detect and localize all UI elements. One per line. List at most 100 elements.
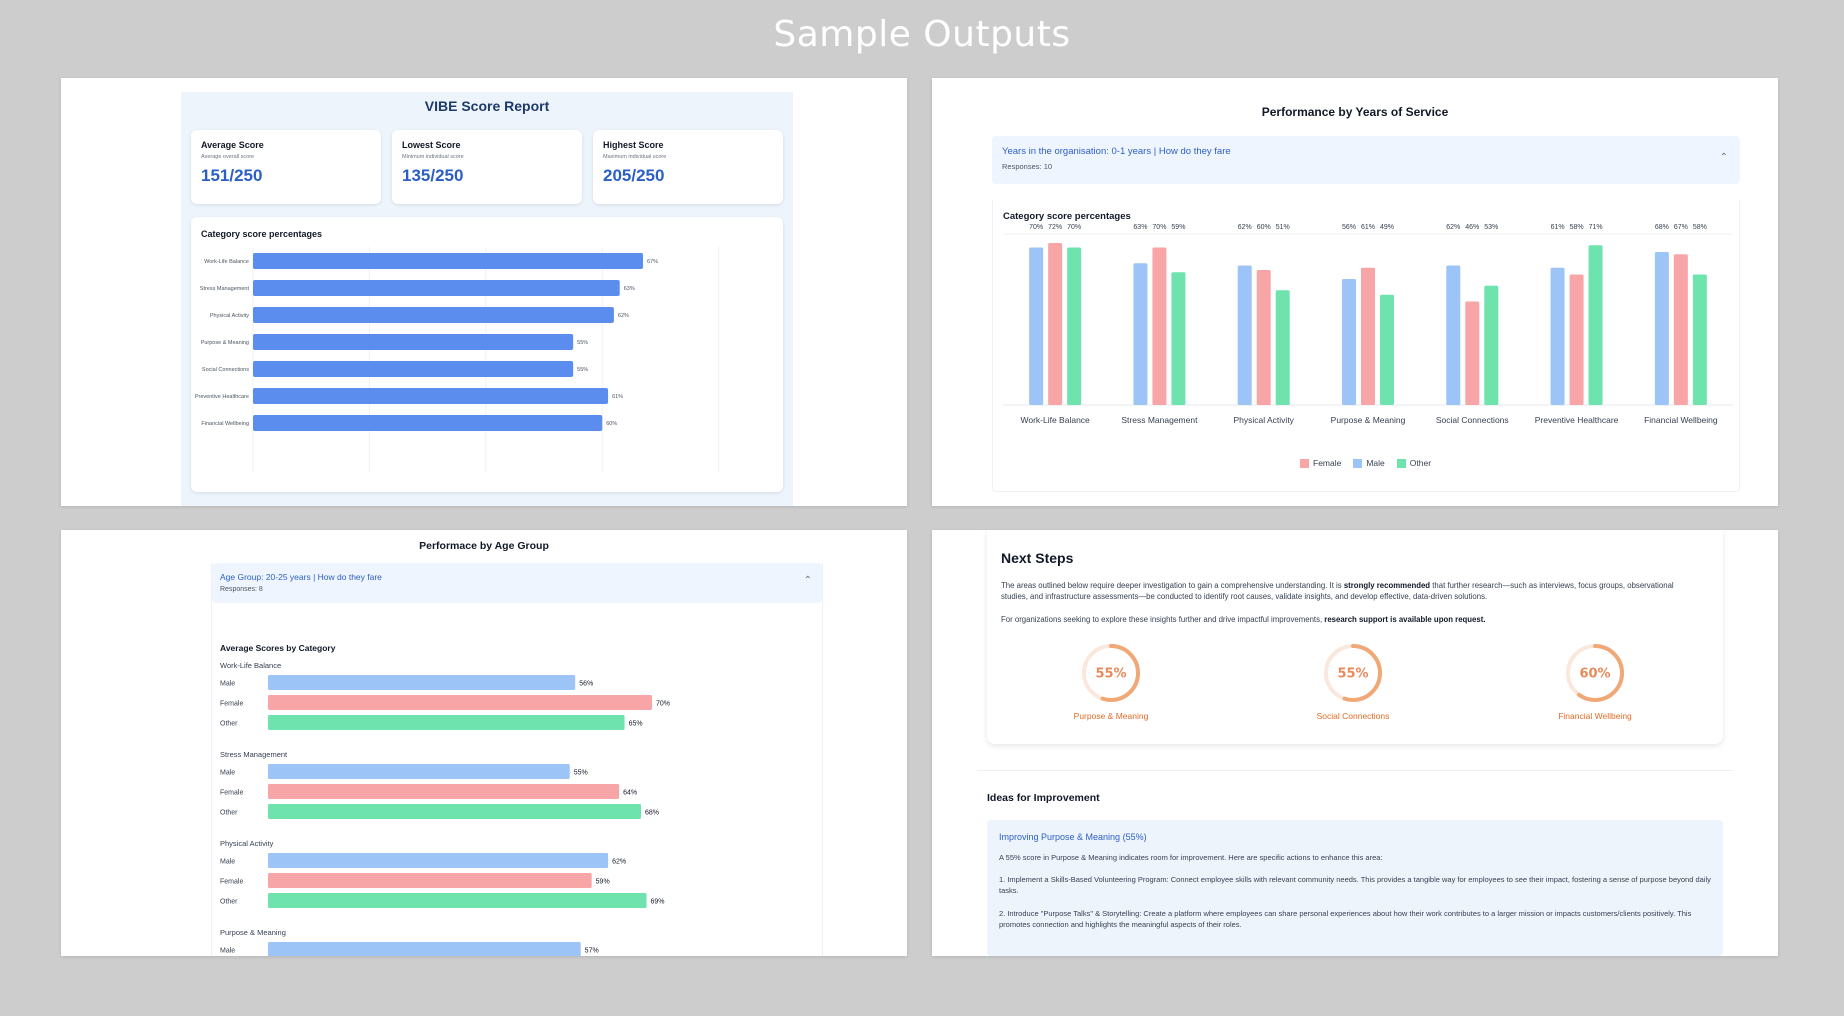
- legend-swatch: [1396, 458, 1406, 468]
- bar-other: [268, 804, 642, 819]
- category-label: Work-Life Balance: [220, 661, 281, 670]
- series-label: Female: [220, 879, 243, 886]
- bar-other: [1171, 272, 1186, 405]
- data-label: 59%: [596, 879, 610, 886]
- score-card-subtitle: Average overall score: [201, 154, 255, 160]
- score-card-value: 151/250: [201, 166, 263, 185]
- legend-item-other: Other: [1396, 458, 1431, 468]
- focus-area-label: Social Connections: [1316, 711, 1390, 721]
- chevron-up-icon[interactable]: ⌃: [1719, 152, 1728, 163]
- tick-label: Social Connections: [1436, 415, 1509, 425]
- bar-other: [1588, 245, 1603, 405]
- years-accordion-header[interactable]: Years in the organisation: 0-1 years | H…: [992, 136, 1740, 184]
- ideas-intro: A 55% score in Purpose & Meaning indicat…: [999, 853, 1383, 862]
- tick-label: Stress Management: [1121, 415, 1198, 425]
- progress-ring: 60%: [1566, 644, 1624, 702]
- data-label: 65%: [629, 721, 643, 728]
- data-label: 49%: [1380, 224, 1394, 231]
- bar-female: [268, 873, 592, 888]
- tick-label: Work-Life Balance: [1020, 415, 1090, 425]
- category-score-card: Work-Life Balance 67% Stress Management 63%…: [191, 217, 783, 492]
- years-report-panel: Performance by Years of Service Years in…: [932, 78, 1778, 506]
- accordion-title: Age Group: 20-25 years | How do they far…: [220, 572, 382, 582]
- data-label: 64%: [623, 790, 637, 797]
- data-label: 63%: [624, 286, 635, 292]
- bar-male: [1237, 265, 1252, 405]
- idea-item: 1. Implement a Skills-Based Volunteering…: [999, 875, 1711, 895]
- text: that further research—such as interviews…: [1001, 581, 1674, 601]
- series-label: Male: [220, 948, 235, 955]
- ideas-title: Ideas for Improvement: [987, 792, 1100, 804]
- score-card-title: Lowest Score: [402, 140, 461, 150]
- data-label: 61%: [612, 394, 623, 400]
- series-label: Female: [220, 790, 243, 797]
- tick-label: Physical Activity: [210, 313, 249, 319]
- tick-label: Financial Wellbeing: [201, 421, 249, 427]
- bar-other: [268, 715, 625, 730]
- emphasis-text: research support is available upon reque…: [1324, 615, 1486, 624]
- text: The areas outlined below require deeper …: [1001, 581, 1344, 590]
- category-score-chart: Work-Life Balance 67% Stress Management 63%…: [195, 247, 720, 472]
- bar-male: [1446, 265, 1461, 405]
- legend-swatch: [1300, 458, 1309, 468]
- data-label: 70%: [1067, 224, 1081, 231]
- years-chart-title: Category score percentages: [1003, 211, 1131, 222]
- emphasis-text: strongly recommended: [1343, 581, 1431, 590]
- next-steps-paragraph: The areas outlined below require deeper …: [1001, 580, 1701, 602]
- data-label: 62%: [1446, 224, 1460, 231]
- series-label: Other: [220, 899, 238, 906]
- data-label: 61%: [1361, 224, 1375, 231]
- age-accordion-header[interactable]: Age Group: 20-25 years | How do they far…: [212, 563, 822, 603]
- ideas-box: Improving Purpose & Meaning (55%) A 55% …: [987, 820, 1723, 956]
- data-label: 58%: [1570, 224, 1584, 231]
- ring-value: 55%: [1337, 667, 1368, 682]
- data-label: 58%: [1693, 224, 1707, 231]
- data-label: 60%: [606, 421, 617, 427]
- ring-progress: [1566, 644, 1624, 702]
- age-report-title: Performace by Age Group: [419, 540, 549, 552]
- data-label: 68%: [1655, 224, 1669, 231]
- accordion-responses: Responses: 8: [220, 586, 263, 593]
- bar-male: [268, 764, 570, 779]
- series-label: Female: [220, 701, 243, 708]
- tick-label: Preventive Healthcare: [1535, 415, 1619, 425]
- bar-female: [1256, 270, 1271, 405]
- tick-label: Preventive Healthcare: [195, 394, 249, 400]
- age-report-panel: Performace by Age Group Age Group: 20-25…: [61, 530, 907, 956]
- ring-progress: [1082, 644, 1140, 702]
- ring-progress: [1324, 644, 1382, 702]
- years-bar-chart: 70% 72% 70% Work-Life Balance 63% 70% 59% Stres…: [1003, 224, 1733, 425]
- bar: [253, 361, 574, 377]
- data-label: 55%: [577, 367, 588, 373]
- data-label: 69%: [651, 899, 665, 906]
- next-steps-panel: Next Steps The areas outlined below requ…: [932, 530, 1778, 956]
- bar-female: [1361, 267, 1375, 405]
- tick-label: Social Connections: [202, 367, 249, 373]
- score-card-title: Highest Score: [603, 140, 664, 150]
- data-label: 63%: [1133, 224, 1147, 231]
- data-label: 60%: [1257, 224, 1271, 231]
- chevron-up-icon[interactable]: ⌃: [803, 575, 812, 586]
- series-label: Male: [220, 770, 235, 777]
- bar: [253, 280, 620, 296]
- bar-female: [1048, 243, 1063, 405]
- bar: [253, 388, 609, 404]
- score-card-subtitle: Maximum individual score: [603, 154, 667, 160]
- data-label: 70%: [656, 701, 670, 708]
- data-label: 46%: [1465, 224, 1479, 231]
- idea-item: 2. Introduce "Purpose Talks" & Storytell…: [999, 909, 1692, 929]
- category-chart-title: Category score percentages: [201, 229, 323, 239]
- divider: [977, 770, 1733, 771]
- bar-male: [1654, 252, 1669, 405]
- data-label: 61%: [1551, 224, 1565, 231]
- bar-other: [1067, 247, 1082, 405]
- series-label: Male: [220, 859, 235, 866]
- focus-area-label: Financial Wellbeing: [1558, 711, 1632, 721]
- data-label: 62%: [618, 313, 629, 319]
- legend-item-male: Male: [1353, 458, 1385, 468]
- data-label: 59%: [1171, 224, 1185, 231]
- series-label: Other: [220, 721, 238, 728]
- bar-other: [268, 893, 647, 908]
- tick-label: Work-Life Balance: [204, 259, 249, 265]
- bar-female: [268, 695, 652, 710]
